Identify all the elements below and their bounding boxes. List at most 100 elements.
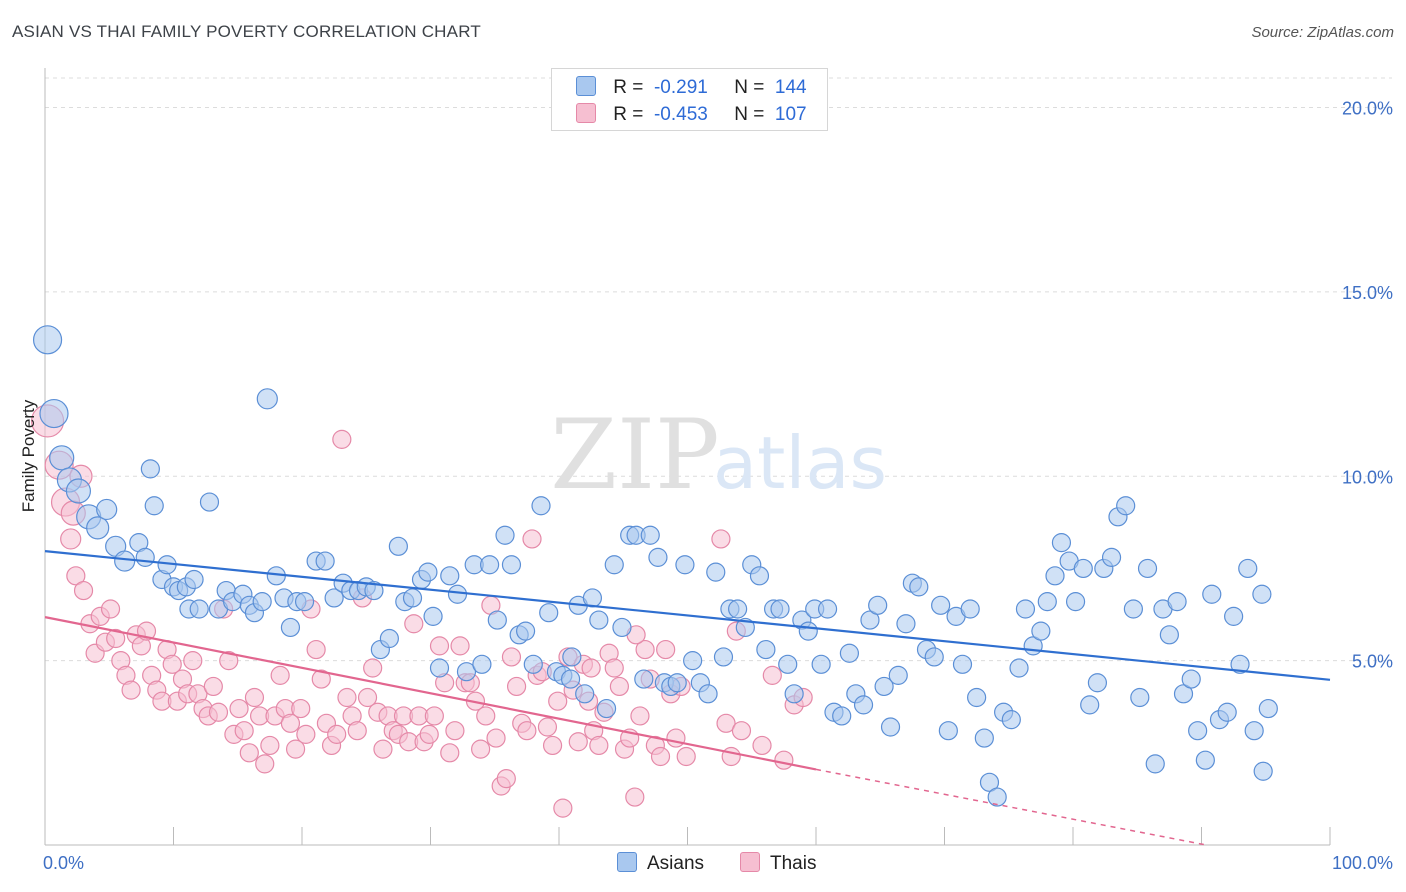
thais-legend-label: Thais — [770, 853, 817, 874]
thai-point — [280, 713, 301, 733]
asian-point — [364, 580, 384, 601]
asian-point — [839, 643, 860, 663]
asian-point — [1217, 702, 1237, 722]
thai-point — [424, 706, 444, 726]
thai-point — [568, 732, 588, 752]
thai-point — [716, 713, 736, 733]
thai-point — [347, 721, 367, 741]
thais-n-label: N = — [734, 104, 765, 125]
asian-point — [1137, 558, 1158, 579]
thai-point — [711, 529, 731, 549]
y-axis-title: Family Poverty — [19, 399, 38, 512]
asians-trend-line — [44, 550, 1331, 681]
asian-point — [531, 496, 551, 516]
asian-point — [256, 388, 278, 410]
asian-point — [440, 566, 460, 586]
asian-point — [784, 684, 804, 704]
asian-point — [65, 478, 92, 504]
asian-point — [698, 684, 718, 704]
x-tick-label: 100.0% — [1332, 853, 1393, 873]
thai-point — [208, 702, 229, 722]
asian-point — [924, 647, 944, 667]
asian-point — [480, 555, 500, 575]
thai-point — [762, 665, 782, 685]
asians-legend-swatch-icon — [617, 852, 637, 872]
thai-point — [486, 728, 506, 748]
asian-point — [952, 654, 973, 674]
y-tick-label: 5.0% — [1352, 652, 1393, 672]
asian-point — [987, 787, 1007, 807]
asian-point — [1167, 592, 1187, 612]
asian-point — [1173, 684, 1194, 704]
thai-point — [445, 721, 465, 741]
thai-point — [419, 724, 439, 744]
thai-points — [30, 404, 813, 818]
asian-point — [294, 592, 315, 612]
asian-point — [39, 398, 69, 429]
thai-point — [496, 769, 516, 789]
thai-point — [581, 658, 601, 678]
thais-trend-line — [44, 616, 817, 771]
asian-point — [252, 592, 272, 612]
asian-point — [1051, 533, 1072, 553]
asian-point — [967, 687, 987, 708]
asian-point — [1009, 658, 1029, 678]
thai-point — [270, 665, 290, 685]
thai-point — [721, 746, 741, 767]
asians-legend-label: Asians — [647, 853, 705, 874]
asian-point — [1224, 606, 1244, 626]
asians-n-value: 144 — [774, 77, 807, 98]
asian-point — [931, 595, 951, 615]
asian-point — [1253, 761, 1273, 781]
asian-point — [1230, 654, 1250, 674]
asian-point — [487, 610, 507, 630]
asian-point — [735, 617, 755, 638]
thai-point — [239, 743, 259, 763]
asian-point — [144, 496, 164, 516]
chart-title: ASIAN VS THAI FAMILY POVERTY CORRELATION… — [12, 22, 481, 41]
asian-point — [495, 525, 515, 545]
thai-point — [66, 566, 86, 586]
thais-r-value: -0.453 — [653, 104, 708, 125]
thai-point — [429, 636, 450, 656]
asian-point — [135, 547, 155, 567]
asian-point — [184, 569, 204, 590]
asian-point — [447, 584, 468, 604]
axes — [44, 68, 1331, 846]
asian-point — [888, 665, 908, 685]
asian-point — [832, 706, 852, 726]
thai-point — [656, 639, 676, 660]
asian-point — [1116, 496, 1136, 516]
bottom-legend-thais: Thais — [740, 852, 816, 875]
thai-point — [106, 628, 126, 649]
trend-lines — [44, 550, 1331, 846]
asian-point — [648, 547, 668, 567]
asian-point — [1045, 566, 1065, 586]
thai-point — [522, 529, 542, 549]
asian-point — [1031, 621, 1051, 641]
asian-point — [562, 647, 582, 667]
asian-point — [1073, 558, 1093, 579]
thai-point — [162, 654, 182, 674]
thai-point — [471, 739, 491, 759]
thai-point — [404, 614, 424, 634]
thai-point — [260, 735, 280, 756]
legend-row-thais: R = -0.453 N = 107 — [576, 103, 807, 127]
asian-point — [388, 536, 408, 556]
thai-point — [625, 787, 645, 807]
asian-point — [1001, 710, 1021, 730]
thai-point — [501, 647, 522, 667]
thai-point — [731, 721, 752, 741]
thai-point — [752, 735, 772, 756]
asian-point — [728, 599, 748, 619]
asian-point — [909, 577, 929, 597]
asian-point — [1195, 750, 1215, 770]
thais-r-label: R = — [613, 104, 644, 125]
asian-point — [456, 662, 477, 682]
thai-point — [100, 599, 121, 619]
asians-r-label: R = — [613, 77, 644, 98]
thais-n-value: 107 — [774, 104, 807, 125]
thai-point — [650, 746, 671, 767]
asian-point — [501, 555, 522, 575]
thai-point — [203, 676, 223, 697]
